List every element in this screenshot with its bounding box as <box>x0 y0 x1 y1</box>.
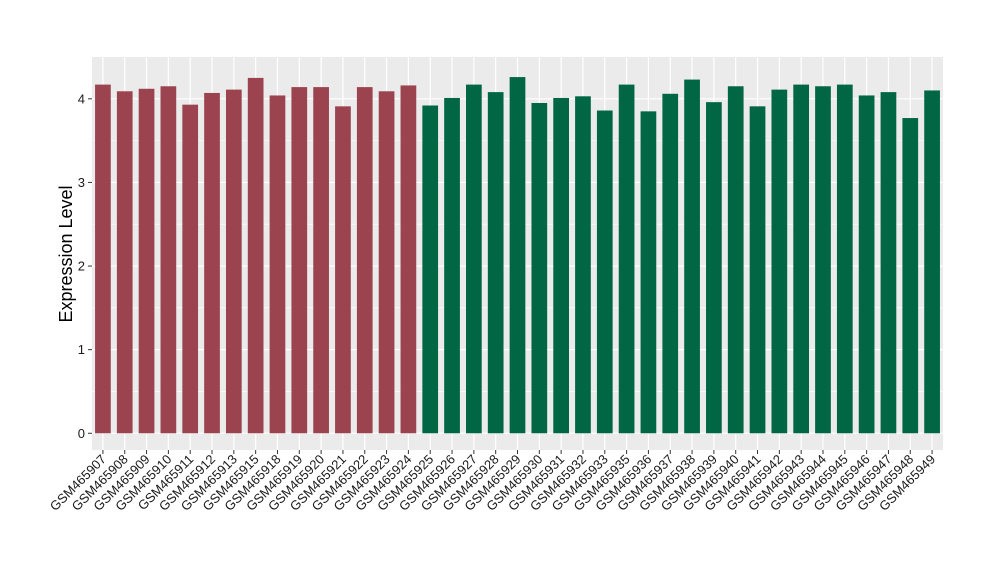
bar-GSM465944 <box>815 86 831 434</box>
bar-GSM465930 <box>531 102 548 434</box>
bar-GSM465912 <box>204 92 220 434</box>
y-tick-label: 0 <box>78 426 85 441</box>
y-tick-label: 2 <box>78 259 85 274</box>
y-tick-label: 3 <box>78 175 85 190</box>
bar-GSM465949 <box>924 90 940 434</box>
bar-GSM465909 <box>138 88 155 434</box>
bar-GSM465924 <box>400 85 417 434</box>
bar-GSM465943 <box>793 84 810 434</box>
y-axis-title: Expression Level <box>56 185 76 322</box>
bars <box>95 77 940 434</box>
bar-GSM465936 <box>640 111 657 434</box>
bar-GSM465946 <box>858 95 875 434</box>
bar-GSM465945 <box>836 84 853 434</box>
x-axis: GSM465907GSM465908GSM465909GSM465910GSM4… <box>47 450 938 514</box>
bar-GSM465908 <box>116 91 133 434</box>
y-axis: 0 1 2 3 4 <box>78 91 92 441</box>
bar-GSM465927 <box>466 84 482 434</box>
bar-GSM465931 <box>553 97 569 434</box>
bar-GSM465929 <box>509 77 526 434</box>
bar-GSM465907 <box>95 84 111 434</box>
bar-GSM465921 <box>335 106 351 434</box>
bar-GSM465918 <box>269 95 286 434</box>
y-tick-label: 1 <box>78 342 85 357</box>
bar-GSM465915 <box>247 77 264 434</box>
bar-GSM465926 <box>444 97 460 434</box>
bar-GSM465933 <box>596 110 613 434</box>
bar-GSM465910 <box>160 86 177 434</box>
bar-GSM465939 <box>706 102 722 434</box>
bar-GSM465932 <box>575 96 591 434</box>
bar-GSM465940 <box>727 86 744 434</box>
bar-GSM465911 <box>182 104 199 434</box>
bar-GSM465925 <box>422 105 439 434</box>
bar-GSM465941 <box>749 106 766 434</box>
bar-GSM465938 <box>684 79 700 434</box>
y-tick-label: 4 <box>78 91 85 106</box>
bar-GSM465919 <box>291 87 308 434</box>
bar-GSM465913 <box>225 89 242 434</box>
bar-GSM465947 <box>880 92 897 434</box>
bar-GSM465920 <box>313 87 329 434</box>
bar-GSM465942 <box>771 89 788 434</box>
bar-GSM465928 <box>487 92 504 434</box>
bar-GSM465922 <box>356 87 373 434</box>
bar-GSM465948 <box>902 118 919 434</box>
bar-GSM465937 <box>662 93 679 434</box>
bar-GSM465935 <box>618 84 635 434</box>
bar-GSM465923 <box>378 91 395 434</box>
